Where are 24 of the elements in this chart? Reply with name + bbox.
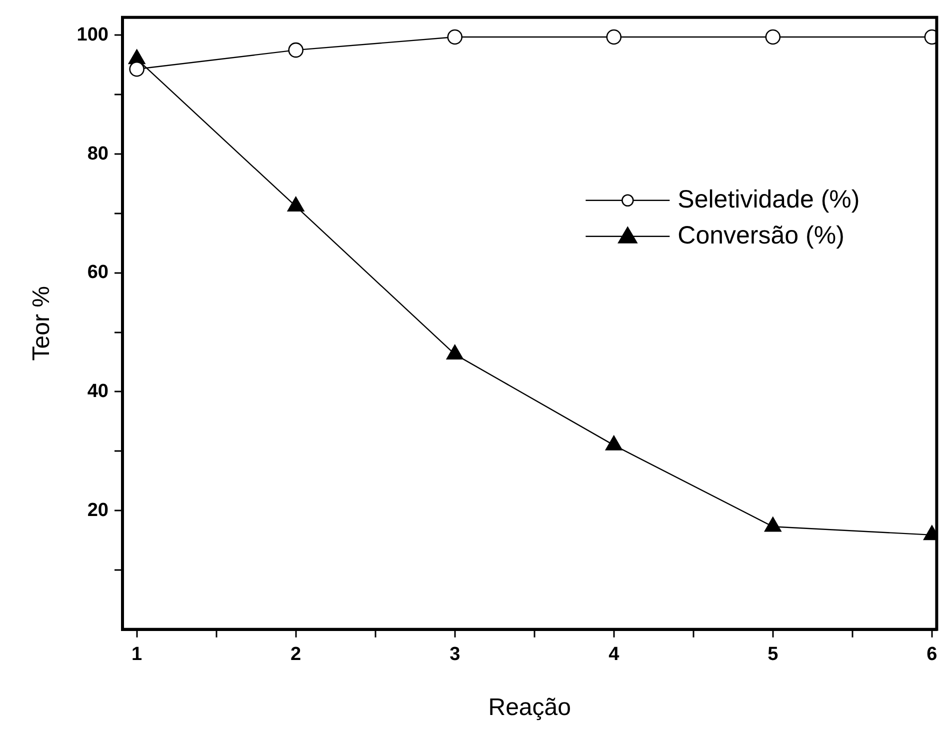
- y-tick-label: 40: [87, 380, 108, 402]
- y-tick-label: 80: [87, 143, 108, 164]
- point: [447, 29, 463, 45]
- x-tick-label: 6: [926, 644, 938, 666]
- legend-label: Seletividade (%): [678, 185, 860, 214]
- point: [605, 436, 622, 450]
- legend-label: Conversão (%): [678, 221, 844, 250]
- point: [287, 196, 304, 212]
- y-tick-label: 100: [76, 24, 108, 46]
- x-tick-label: 3: [450, 644, 460, 666]
- y-tick-label: 20: [87, 500, 108, 521]
- point: [129, 61, 144, 77]
- point: [606, 29, 622, 45]
- point: [446, 344, 464, 360]
- x-tick-label: 1: [132, 644, 143, 666]
- x-tick-label: 5: [768, 644, 779, 666]
- point: [288, 42, 304, 58]
- y-tick-label: 60: [87, 262, 108, 284]
- point: [764, 516, 782, 532]
- x-axis-title: Reação: [488, 694, 571, 722]
- x-tick-label: 4: [608, 644, 620, 666]
- point: [765, 29, 781, 45]
- y-axis-title: Teor %: [28, 286, 56, 361]
- x-tick-label: 2: [290, 644, 302, 666]
